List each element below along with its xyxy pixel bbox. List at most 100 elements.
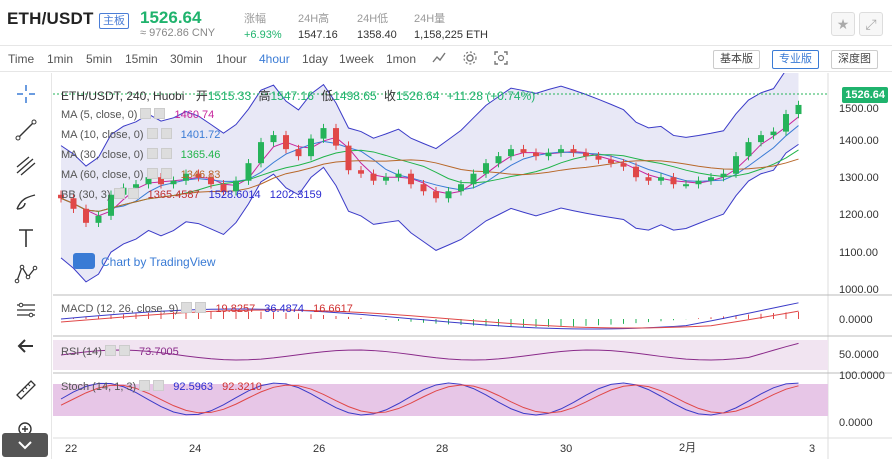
settings-icon[interactable]: [104, 345, 116, 356]
timeframe-5min[interactable]: 5min: [86, 52, 113, 66]
settings-icon[interactable]: [146, 168, 158, 179]
timeframe-30min[interactable]: 30min: [170, 52, 203, 66]
candle-body: [508, 149, 514, 157]
close-icon[interactable]: [127, 188, 139, 199]
market-badge: 主板: [99, 13, 129, 29]
candle-body: [183, 173, 189, 181]
close-icon[interactable]: [195, 302, 207, 313]
tradingview-logo-icon: [73, 253, 95, 269]
candle-body: [195, 173, 202, 178]
timeframe-1min[interactable]: 1min: [47, 52, 74, 66]
version-pro-button[interactable]: 专业版: [772, 50, 819, 69]
collapse-toolbar-button[interactable]: [2, 433, 48, 457]
candle-body: [170, 180, 177, 185]
close-icon[interactable]: [153, 380, 165, 391]
date-label: 26: [313, 443, 326, 455]
rsi-legend[interactable]: RSI (14) 73.7005: [61, 345, 179, 358]
candle-body: [495, 156, 502, 164]
crosshair-icon[interactable]: [11, 79, 41, 109]
price-axis-label: 1000.00: [839, 284, 879, 296]
candle-body: [483, 163, 489, 174]
chart-toolbar: Time 1min 5min 15min 30min 1hour 4hour 1…: [0, 48, 892, 72]
close-value: 1526.64: [396, 89, 440, 103]
candle-body: [445, 191, 452, 199]
candle-body: [745, 142, 752, 157]
candle-body: [595, 156, 602, 160]
price-axis-label: 1300.00: [839, 172, 879, 184]
macd-axis-label: 0.0000: [839, 314, 873, 326]
expand-icon[interactable]: ⤢: [859, 12, 883, 36]
version-basic-button[interactable]: 基本版: [713, 50, 760, 69]
candle-body: [545, 152, 552, 157]
settings-icon[interactable]: [181, 302, 193, 313]
timeframe-1week[interactable]: 1week: [339, 52, 374, 66]
macd-legend[interactable]: MACD (12, 26, close, 9) 19.8257 36.4874 …: [61, 302, 353, 315]
price-axis-label: 1500.00: [839, 103, 879, 115]
brush-icon[interactable]: [11, 187, 41, 217]
candle-body: [670, 177, 677, 185]
low-label: 低: [321, 89, 334, 103]
fib-tool-icon[interactable]: [11, 151, 41, 181]
change-value: +11.28 (+0.74%): [446, 89, 536, 103]
candle-body: [95, 215, 102, 223]
pattern-icon[interactable]: [11, 259, 41, 289]
candle-body: [695, 180, 702, 185]
screenshot-icon[interactable]: [491, 50, 511, 70]
settings-icon[interactable]: [146, 148, 158, 159]
candle-body: [708, 177, 714, 181]
trend-line-icon[interactable]: [11, 115, 41, 145]
ruler-icon[interactable]: [11, 375, 41, 405]
candle-body: [720, 173, 727, 178]
candle-body: [83, 208, 89, 223]
close-icon[interactable]: [160, 128, 172, 139]
indicator-icon[interactable]: [429, 50, 449, 70]
candle-body: [683, 184, 689, 187]
candle-body: [158, 177, 164, 185]
candle-body: [370, 173, 377, 181]
candle-body: [770, 131, 777, 136]
candle-body: [220, 184, 227, 192]
back-arrow-icon[interactable]: [11, 331, 41, 361]
timeframe-1day[interactable]: 1day: [302, 52, 329, 66]
bb-legend[interactable]: BB (30, 3) 1365.4587 1528.6014 1202.3159: [61, 188, 322, 201]
price-axis-label: 1100.00: [839, 247, 878, 259]
settings-icon[interactable]: [139, 380, 151, 391]
candle-body: [783, 114, 789, 132]
candle-body: [308, 138, 314, 157]
date-label: 30: [560, 443, 573, 455]
stoch-legend[interactable]: Stoch (14, 1, 3) 92.5963 92.3210: [61, 380, 262, 393]
close-icon[interactable]: [154, 108, 166, 119]
candle-body: [758, 135, 764, 143]
drawing-toolbar: [0, 73, 52, 459]
candle-body: [208, 177, 214, 185]
pair-name: ETH/USDT: [7, 9, 94, 28]
star-icon[interactable]: ★: [831, 12, 855, 36]
timeframe-1hour[interactable]: 1hour: [216, 52, 247, 66]
close-icon[interactable]: [118, 345, 130, 356]
candle-body: [533, 152, 539, 157]
ma60-legend[interactable]: MA (60, close, 0) 1346.83: [61, 168, 221, 181]
settings-icon[interactable]: [113, 188, 125, 199]
depth-chart-button[interactable]: 深度图: [831, 50, 878, 69]
settings-icon[interactable]: [140, 108, 152, 119]
ma10-legend[interactable]: MA (10, close, 0) 1401.72: [61, 128, 221, 141]
chart-panel[interactable]: ETH/USDT, 240, Huobi 开1515.33 高1547.16 低…: [53, 73, 892, 459]
ma5-legend[interactable]: MA (5, close, 0) 1460.74: [61, 108, 215, 121]
stat-24h-high: 24H高 1547.16: [298, 13, 338, 41]
timeframe-4hour[interactable]: 4hour: [259, 52, 290, 66]
close-icon[interactable]: [160, 148, 172, 159]
timeframe-1mon[interactable]: 1mon: [386, 52, 417, 66]
close-icon[interactable]: [160, 168, 172, 179]
ohlc-legend: ETH/USDT, 240, Huobi 开1515.33 高1547.16 低…: [61, 87, 535, 104]
ma30-legend[interactable]: MA (30, close, 0) 1365.46: [61, 148, 221, 161]
chart-canvas[interactable]: [53, 73, 892, 459]
prediction-icon[interactable]: [11, 295, 41, 325]
candle-body: [620, 163, 627, 167]
settings-icon[interactable]: [146, 128, 158, 139]
timeframe-time[interactable]: Time: [8, 52, 35, 66]
timeframe-15min[interactable]: 15min: [125, 52, 158, 66]
bollinger-band-fill: [61, 73, 799, 282]
candle-body: [570, 149, 577, 153]
text-tool-icon[interactable]: [11, 223, 41, 253]
settings-icon[interactable]: [460, 50, 480, 70]
